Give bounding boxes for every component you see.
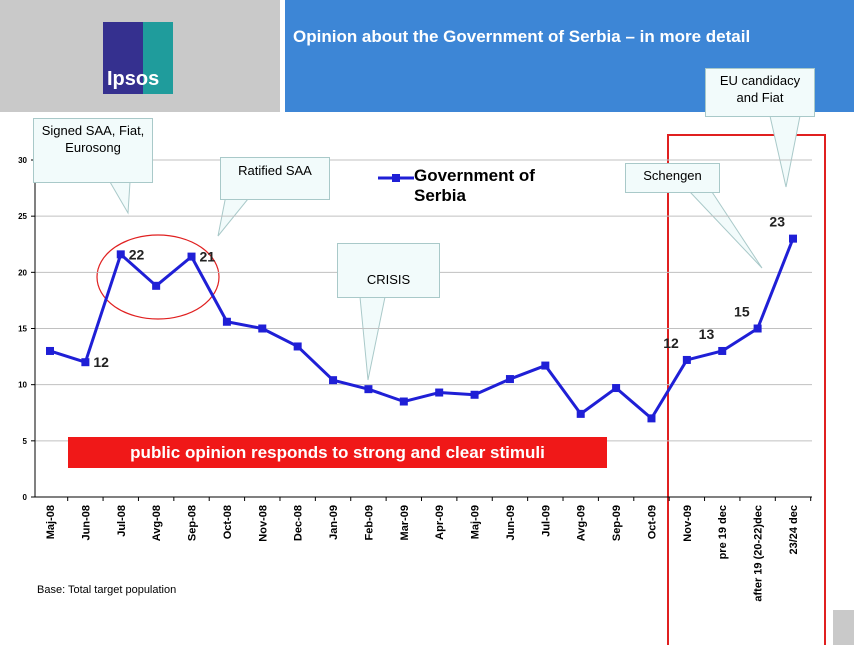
callout: Schengen	[625, 163, 720, 193]
legend-label: Government of Serbia	[414, 166, 535, 205]
series-marker	[46, 346, 54, 355]
callout-tails	[109, 115, 801, 381]
corner-block	[833, 610, 854, 645]
series-marker	[682, 355, 691, 364]
callout: Ratified SAA	[220, 157, 330, 200]
x-tick-label: 23/24 dec	[788, 505, 800, 555]
x-tick-label: Oct-08	[222, 505, 234, 539]
y-tick-label: 10	[18, 381, 27, 390]
x-tick-label: Dec-08	[293, 505, 305, 541]
x-tick-label: Jan-09	[328, 505, 340, 540]
x-tick-label: Avg-08	[151, 505, 163, 541]
logo: Ipsos	[103, 22, 173, 94]
x-tick-label: Avg-09	[576, 505, 588, 541]
data-label: 22	[129, 246, 145, 262]
series-marker	[329, 376, 338, 385]
y-tick-label: 30	[18, 156, 27, 165]
series-marker	[753, 324, 762, 333]
x-tick-label: pre 19 dec	[717, 505, 729, 559]
series-marker	[789, 234, 797, 243]
series-marker	[364, 385, 373, 394]
slide-title: Opinion about the Government of Serbia –…	[293, 27, 751, 46]
y-tick-label: 0	[23, 493, 28, 502]
series-marker	[152, 281, 161, 290]
data-label: 23	[769, 214, 785, 230]
data-label: 13	[699, 326, 715, 342]
data-label: 15	[734, 304, 750, 320]
banner: public opinion responds to strong and cl…	[68, 437, 607, 468]
y-tick-label: 25	[18, 212, 27, 221]
x-tick-label: Nov-09	[682, 505, 694, 542]
data-label: 21	[200, 249, 216, 265]
data-label: 12	[663, 335, 679, 351]
callout-tail	[688, 191, 763, 269]
callout: CRISIS	[337, 243, 440, 298]
x-tick-label: Sep-09	[611, 505, 623, 541]
series-marker	[576, 409, 585, 418]
highlight-box	[667, 134, 826, 645]
x-tick-label: Jun-09	[505, 505, 517, 540]
y-tick-label: 15	[18, 325, 27, 334]
x-tick-label: Jul-08	[116, 505, 128, 537]
y-tick-label: 20	[18, 268, 27, 277]
series-marker	[435, 388, 444, 397]
x-tick-label: Sep-08	[187, 505, 199, 541]
x-tick-label: Maj-09	[470, 505, 482, 539]
series-line	[49, 238, 795, 420]
series-marker	[116, 250, 125, 259]
x-tick-label: Feb-09	[363, 505, 375, 540]
callout-tail	[359, 296, 386, 381]
x-tick-label: Oct-09	[646, 505, 658, 539]
x-tick-label: Nov-08	[257, 505, 269, 542]
series-marker	[470, 390, 479, 399]
footnote: Base: Total target population	[37, 584, 177, 596]
series-marker	[612, 384, 621, 393]
x-tick-label: Mar-09	[399, 505, 411, 540]
callout: EU candidacy and Fiat	[705, 68, 815, 117]
legend-symbol	[378, 174, 414, 182]
callout-tail	[769, 115, 801, 188]
x-tick-label: Maj-08	[45, 505, 57, 539]
series-marker	[222, 317, 231, 326]
legend-marker	[392, 174, 400, 182]
series-marker	[81, 358, 90, 367]
series-marker	[505, 375, 514, 384]
series-marker	[399, 397, 408, 406]
highlight-ellipse	[96, 234, 220, 320]
series-marker	[187, 252, 196, 261]
series-marker	[718, 346, 727, 355]
series-marker	[541, 361, 550, 370]
callout-tail	[109, 181, 131, 215]
logo-text: Ipsos	[107, 68, 160, 90]
series-marker	[258, 324, 267, 333]
series-marker	[293, 342, 302, 351]
logo-mark	[103, 22, 143, 94]
x-tick-label: Apr-09	[434, 505, 446, 540]
x-tick-label: Jul-09	[540, 505, 552, 537]
x-tick-label: Jun-08	[80, 505, 92, 540]
series-marker	[647, 414, 656, 423]
data-label: 12	[93, 354, 109, 370]
y-tick-label: 5	[23, 437, 28, 446]
x-tick-label: after 19 (20-22)dec	[753, 505, 765, 602]
callout: Signed SAA, Fiat, Eurosong	[33, 118, 153, 183]
